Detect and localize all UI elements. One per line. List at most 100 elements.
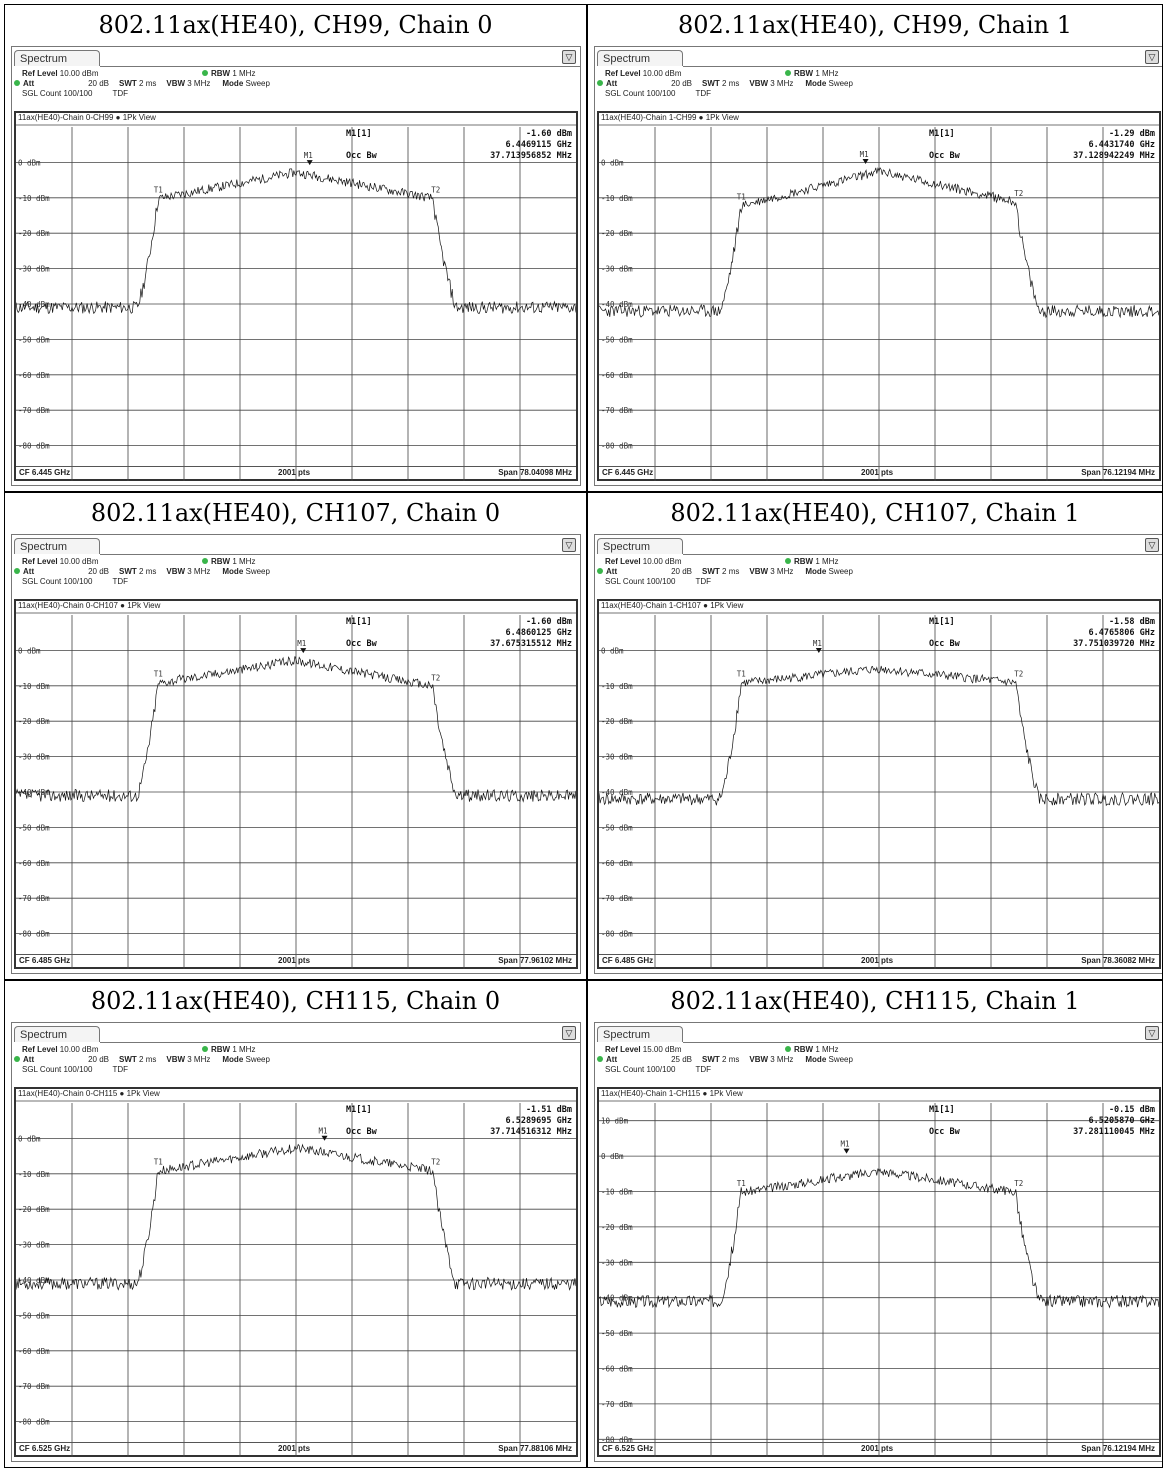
att-label: Att xyxy=(23,79,35,88)
rbw-value: 1 MHz xyxy=(232,557,256,566)
view-dot-icon: ● xyxy=(700,1089,710,1098)
mode-value: Sweep xyxy=(245,79,270,88)
vbw-value: 3 MHz xyxy=(187,567,211,576)
trace-name: 11ax(HE40)-Chain 0-CH115 xyxy=(18,1089,118,1098)
chart-cell: 802.11ax(HE40), CH99, Chain 0 Spectrum ▽ Re… xyxy=(4,4,587,492)
mode-label: Mode xyxy=(805,1055,829,1064)
span-value: Span 76.12194 MHz xyxy=(1081,1444,1155,1453)
y-tick-label: -70 dBm xyxy=(18,406,50,415)
att-label: Att xyxy=(606,567,618,576)
sgl-count-label: SGL Count xyxy=(605,89,647,98)
mode-label: Mode xyxy=(222,1055,246,1064)
sgl-count-label: SGL Count xyxy=(605,577,647,586)
plot-footer: CF 6.485 GHz 2001 pts Span 78.36082 MHz xyxy=(599,954,1159,967)
spectrum-window: Spectrum ▽ Ref Level 10.00 dBm RBW 1 MHz Att… xyxy=(594,46,1162,486)
marker-level: -1.60 dBm xyxy=(526,617,572,627)
rbw-row: RBW 1 MHz xyxy=(202,557,255,566)
y-tick-label: -50 dBm xyxy=(601,823,633,832)
y-tick-label: -20 dBm xyxy=(18,229,50,238)
spectrum-tab[interactable]: Spectrum xyxy=(597,50,683,66)
filter-icon[interactable]: ▽ xyxy=(562,1026,576,1040)
filter-icon[interactable]: ▽ xyxy=(562,538,576,552)
chart-title: 802.11ax(HE40), CH99, Chain 0 xyxy=(98,11,493,39)
y-tick-label: -10 dBm xyxy=(601,682,633,691)
y-tick-label: -50 dBm xyxy=(18,1311,50,1320)
points-count: 2001 pts xyxy=(861,1444,894,1453)
rbw-row: RBW 1 MHz xyxy=(785,69,838,78)
occ-bw-value: 37.128942249 MHz xyxy=(1073,151,1155,161)
m1-marker-icon xyxy=(843,1148,850,1154)
plot-footer: CF 6.485 GHz 2001 pts Span 77.96102 MHz xyxy=(16,954,576,967)
ref-level-value: 15.00 dBm xyxy=(642,1045,682,1054)
plot-area: 11ax(HE40)-Chain 1-CH99 ● 1Pk View 0 dBm -… xyxy=(597,111,1161,481)
vbw-label: VBW xyxy=(749,567,771,576)
ref-level-label: Ref Level xyxy=(22,1045,60,1054)
vbw-value: 3 MHz xyxy=(770,567,794,576)
att-label: Att xyxy=(606,79,618,88)
spectrum-tab[interactable]: Spectrum xyxy=(14,50,100,66)
mode-label: Mode xyxy=(805,567,829,576)
view-mode: 1Pk View xyxy=(710,601,744,610)
m1-marker-label: M1 xyxy=(860,150,869,159)
swt-value: 2 ms xyxy=(139,567,157,576)
y-tick-label: -20 dBm xyxy=(601,1223,633,1232)
occ-bw-label: Occ Bw xyxy=(929,151,961,161)
swt-value: 2 ms xyxy=(722,567,740,576)
ref-level-label: Ref Level xyxy=(605,557,643,566)
swt-value: 2 ms xyxy=(139,79,157,88)
trace-line xyxy=(599,1168,1159,1309)
view-dot-icon: ● xyxy=(700,601,711,610)
att-label: Att xyxy=(23,567,35,576)
att-value: 20 dB xyxy=(671,79,693,88)
view-mode: 1Pk View xyxy=(705,113,739,122)
y-tick-label: -50 dBm xyxy=(18,335,50,344)
chart-title: 802.11ax(HE40), CH115, Chain 1 xyxy=(670,987,1080,1015)
y-tick-label: -30 dBm xyxy=(18,265,50,274)
spectrum-tab[interactable]: Spectrum xyxy=(14,1026,100,1042)
m1-marker-icon xyxy=(306,160,313,166)
view-dot-icon: ● xyxy=(113,113,123,122)
spectrum-tab[interactable]: Spectrum xyxy=(597,1026,683,1042)
chart-cell: 802.11ax(HE40), CH115, Chain 0 Spectrum ▽ R… xyxy=(4,980,587,1468)
y-tick-label: -60 dBm xyxy=(601,1365,633,1374)
swt-value: 2 ms xyxy=(139,1055,157,1064)
view-mode: 1Pk View xyxy=(122,113,156,122)
rbw-row: RBW 1 MHz xyxy=(785,557,838,566)
m1-marker-icon xyxy=(862,158,869,164)
y-tick-label: -40 dBm xyxy=(601,300,633,309)
t1-marker: T1 xyxy=(737,670,746,679)
spectrum-window: Spectrum ▽ Ref Level 10.00 dBm RBW 1 MHz Att… xyxy=(11,1022,581,1462)
filter-icon[interactable]: ▽ xyxy=(562,50,576,64)
trace-name: 11ax(HE40)-Chain 0-CH107 xyxy=(18,601,118,610)
center-frequency: CF 6.445 GHz xyxy=(602,468,654,477)
spectrum-plot: 0 dBm -10 dBm -20 dBm -30 dBm -40 dBm -50 dBm… xyxy=(599,612,1159,969)
rbw-label: RBW xyxy=(794,69,816,78)
trace-name: 11ax(HE40)-Chain 1-CH115 xyxy=(601,1089,701,1098)
filter-icon[interactable]: ▽ xyxy=(1145,1026,1159,1040)
mode-value: Sweep xyxy=(828,1055,853,1064)
vbw-value: 3 MHz xyxy=(770,79,794,88)
t1-marker: T1 xyxy=(154,185,163,194)
y-tick-label: -80 dBm xyxy=(18,442,50,451)
y-tick-label: -70 dBm xyxy=(18,894,50,903)
y-tick-label: -30 dBm xyxy=(18,1241,50,1250)
ref-level-row: Ref Level 10.00 dBm xyxy=(22,557,99,566)
spectrum-tab[interactable]: Spectrum xyxy=(597,538,683,554)
m1-marker-label: M1 xyxy=(304,151,313,160)
rbw-led-icon xyxy=(785,1046,791,1052)
trace-header: 11ax(HE40)-Chain 0-CH115 ● 1Pk View xyxy=(16,1089,160,1098)
sgl-count-label: SGL Count xyxy=(22,1065,64,1074)
sgl-count-value: 100/100 xyxy=(646,89,676,98)
att-row: Att 20 dB SWT 2 ms VBW 3 MHz Mode Sweep xyxy=(14,567,270,576)
filter-icon[interactable]: ▽ xyxy=(1145,50,1159,64)
filter-icon[interactable]: ▽ xyxy=(1145,538,1159,552)
rbw-value: 1 MHz xyxy=(815,69,839,78)
rbw-led-icon xyxy=(202,558,208,564)
tdf-label: TDF xyxy=(695,89,711,98)
tab-divider xyxy=(100,66,580,67)
att-led-icon xyxy=(597,1056,603,1062)
spectrum-window: Spectrum ▽ Ref Level 10.00 dBm RBW 1 MHz Att… xyxy=(11,46,581,486)
vbw-label: VBW xyxy=(166,1055,188,1064)
ref-level-row: Ref Level 10.00 dBm xyxy=(22,1045,99,1054)
spectrum-tab[interactable]: Spectrum xyxy=(14,538,100,554)
